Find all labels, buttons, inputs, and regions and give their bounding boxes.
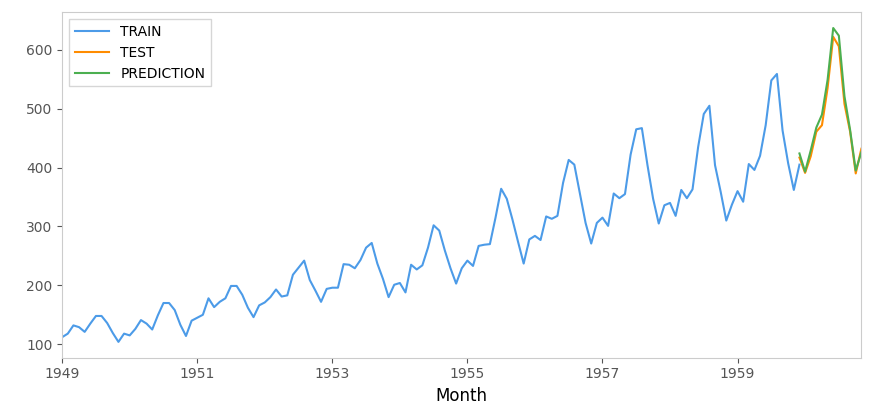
TRAIN [153,313,163,318]
TRAIN [113,339,123,344]
PREDICTION [839,94,850,99]
PREDICTION [851,168,861,173]
TEST [794,155,805,160]
Legend: TRAIN, TEST, PREDICTION: TRAIN, TEST, PREDICTION [69,19,211,86]
TEST [800,171,811,175]
TRAIN [659,203,670,208]
PREDICTION [844,127,855,132]
PREDICTION [800,169,811,174]
PREDICTION [856,150,867,155]
TRAIN [654,221,664,226]
TRAIN [57,335,67,339]
TEST [811,129,821,134]
PREDICTION [805,148,816,153]
TEST [834,44,844,49]
Line: TEST: TEST [799,37,861,173]
TRAIN [288,272,298,277]
TRAIN [310,288,321,293]
PREDICTION [822,77,833,82]
PREDICTION [811,125,821,130]
Line: TRAIN: TRAIN [62,74,799,342]
TEST [839,102,850,106]
TEST [817,123,828,128]
X-axis label: Month: Month [436,387,488,405]
TEST [822,85,833,90]
TEST [805,154,816,159]
PREDICTION [828,25,838,30]
TRAIN [772,72,782,76]
TEST [844,129,855,134]
TRAIN [794,162,805,167]
TRAIN [124,333,135,338]
TEST [856,146,867,151]
PREDICTION [794,151,805,156]
Line: PREDICTION: PREDICTION [799,28,861,172]
TEST [828,35,838,39]
PREDICTION [817,112,828,117]
TEST [851,171,861,176]
PREDICTION [834,33,844,38]
